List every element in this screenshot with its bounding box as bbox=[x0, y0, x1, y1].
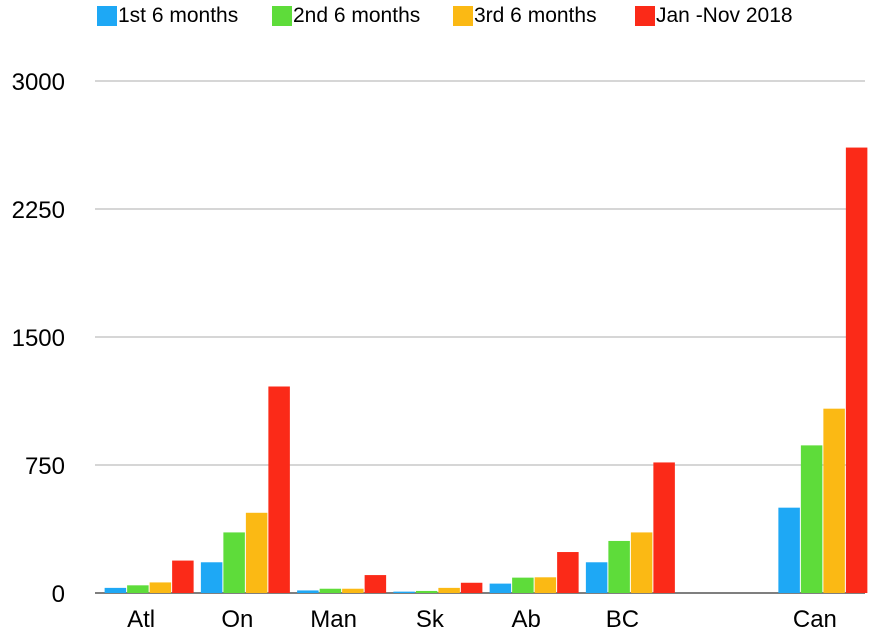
legend-swatch bbox=[453, 6, 473, 26]
bar-sk-series-4 bbox=[460, 582, 483, 593]
bar-bc-series-4 bbox=[653, 462, 675, 593]
bar-atl-series-4 bbox=[172, 560, 194, 593]
legend-label: Jan -Nov 2018 bbox=[656, 4, 793, 27]
bar-ab-series-4 bbox=[557, 552, 579, 593]
x-category-label: Atl bbox=[127, 606, 155, 632]
bar-can-series-2 bbox=[800, 445, 823, 593]
bar-ab-series-3 bbox=[534, 577, 557, 593]
bar-atl-series-1 bbox=[104, 587, 127, 593]
legend-swatch bbox=[635, 6, 655, 26]
bar-man-series-4 bbox=[364, 575, 387, 593]
y-tick-label: 0 bbox=[52, 581, 65, 608]
bar-on-series-4 bbox=[268, 386, 290, 593]
x-category-label: Ab bbox=[511, 606, 540, 632]
gridlines bbox=[95, 80, 865, 594]
bar-sk-series-3 bbox=[438, 587, 460, 593]
bar-atl-series-3 bbox=[149, 582, 172, 593]
x-category-label: Sk bbox=[416, 606, 445, 632]
bar-ab-series-2 bbox=[512, 577, 534, 593]
bar-on-series-3 bbox=[245, 512, 268, 593]
bar-on-series-2 bbox=[223, 532, 245, 593]
legend-label: 2nd 6 months bbox=[293, 4, 420, 27]
bar-sk-series-1 bbox=[393, 591, 415, 593]
legend-label: 1st 6 months bbox=[118, 4, 238, 27]
legend: 1st 6 months 2nd 6 months 3rd 6 months Jan … bbox=[97, 4, 793, 27]
x-category-label: Can bbox=[793, 606, 837, 632]
x-category-label: BC bbox=[606, 606, 639, 632]
x-category-label: On bbox=[221, 606, 253, 632]
legend-swatch bbox=[97, 6, 117, 26]
x-axis-category-labels: Atl On Man Sk Ab BC Can bbox=[127, 606, 837, 632]
bar-man-series-1 bbox=[297, 590, 319, 593]
bar-can-series-1 bbox=[778, 507, 800, 593]
bar-can-series-4 bbox=[845, 147, 868, 593]
bar-on-series-1 bbox=[200, 562, 223, 593]
y-tick-label: 3000 bbox=[12, 69, 65, 96]
bars bbox=[104, 147, 868, 593]
y-axis-tick-labels: 0 750 1500 2250 3000 bbox=[12, 69, 65, 608]
bar-ab-series-1 bbox=[489, 583, 512, 593]
bar-bc-series-2 bbox=[608, 540, 630, 593]
bar-bc-series-3 bbox=[630, 532, 653, 593]
y-tick-label: 1500 bbox=[12, 325, 65, 352]
bar-sk-series-2 bbox=[415, 590, 438, 593]
bar-man-series-3 bbox=[342, 588, 364, 593]
y-tick-label: 750 bbox=[25, 453, 65, 480]
x-category-label: Man bbox=[310, 606, 357, 632]
bar-man-series-2 bbox=[319, 588, 342, 593]
legend-swatch bbox=[272, 6, 292, 26]
bar-can-series-3 bbox=[823, 408, 845, 593]
y-tick-label: 2250 bbox=[12, 197, 65, 224]
legend-label: 3rd 6 months bbox=[474, 4, 597, 27]
bar-bc-series-1 bbox=[585, 562, 608, 593]
bar-atl-series-2 bbox=[127, 585, 149, 593]
